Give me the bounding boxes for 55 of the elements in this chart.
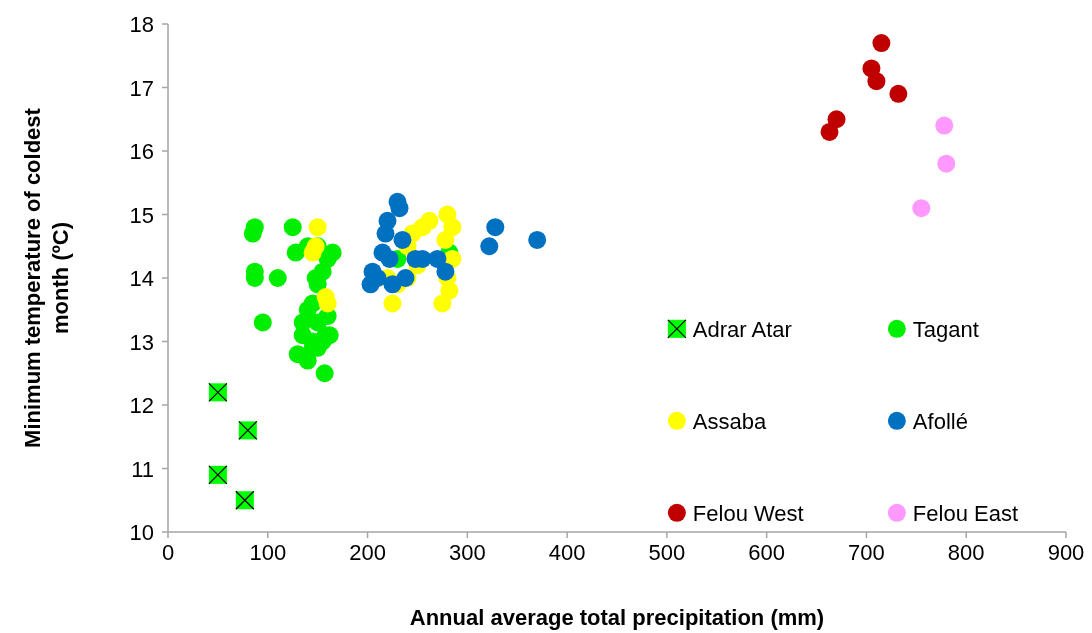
y-tick-label: 13 <box>129 329 154 355</box>
legend-label: Assaba <box>692 408 768 434</box>
legend-label: Felou West <box>692 500 804 526</box>
legend-label: Afollé <box>912 408 968 434</box>
point <box>420 211 439 230</box>
legend-label: Adrar Atar <box>692 316 792 342</box>
point <box>872 34 891 53</box>
point <box>827 110 846 129</box>
point <box>253 313 272 332</box>
legend-label: Felou East <box>912 500 1019 526</box>
y-tick-label: 14 <box>129 266 154 291</box>
point <box>376 224 395 243</box>
point <box>436 230 455 249</box>
point <box>433 294 452 313</box>
x-tick-label: 300 <box>448 540 486 565</box>
point <box>393 230 412 249</box>
x-tick-label: 100 <box>249 540 287 565</box>
point <box>935 116 954 135</box>
x-tick-label: 800 <box>947 540 985 565</box>
point <box>428 249 447 268</box>
point <box>912 199 931 218</box>
y-tick-label: 12 <box>129 393 154 418</box>
x-tick-label: 900 <box>1047 540 1085 565</box>
point <box>380 249 399 268</box>
x-tick-label: 700 <box>848 540 885 565</box>
point <box>383 294 402 313</box>
point <box>283 218 302 237</box>
point <box>480 237 499 256</box>
point <box>323 243 342 262</box>
y-tick-label: 17 <box>129 75 154 101</box>
legend-label: Tagant <box>912 316 979 342</box>
point <box>486 218 505 237</box>
point <box>315 364 334 383</box>
point <box>528 230 547 249</box>
point <box>867 72 886 91</box>
y-tick-label: 10 <box>129 520 154 545</box>
x-tick-label: 500 <box>648 540 686 565</box>
point <box>436 262 455 281</box>
y-tick-label: 11 <box>131 456 154 482</box>
x-tick-label: 600 <box>748 540 786 565</box>
point <box>313 262 332 281</box>
x-axis-title: Annual average total precipitation (mm) <box>409 605 825 630</box>
point <box>308 218 327 237</box>
y-tick-label: 15 <box>129 202 154 228</box>
point <box>303 243 322 262</box>
point <box>937 154 956 173</box>
x-tick-label: 400 <box>548 540 586 565</box>
y-tick-label: 18 <box>129 12 154 37</box>
point <box>889 84 908 103</box>
x-tick-label: 200 <box>349 540 386 565</box>
point <box>361 275 380 294</box>
y-tick-label: 16 <box>129 139 154 164</box>
y-axis-title: Minimum temperature of coldest month (ºC) <box>20 107 73 448</box>
point <box>268 269 287 287</box>
x-tick-label: 0 <box>161 540 175 565</box>
